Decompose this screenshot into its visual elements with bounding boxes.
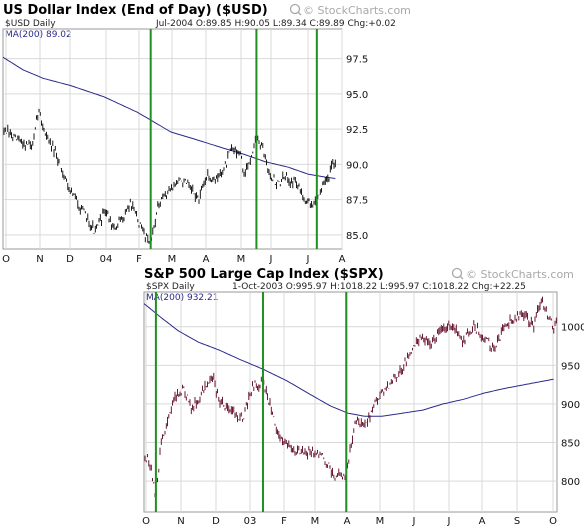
spx-series-label: $SPX Daily	[146, 282, 195, 292]
usd-x-tick-label: O	[2, 254, 10, 265]
usd-series-label: $USD Daily	[5, 19, 56, 29]
usd-chart: US Dollar Index (End of Day) ($USD) © St…	[2, 3, 411, 265]
usd-x-tick-label: D	[66, 254, 74, 265]
spx-x-tick-label: O	[142, 516, 150, 527]
usd-x-axis: O N D 04 F M A M J J A	[2, 254, 346, 265]
spx-x-axis: O N D 03 F M A M J J A S O	[142, 516, 557, 527]
spx-x-tick-label: O	[549, 516, 557, 527]
usd-y-tick-label: 92.5	[346, 125, 368, 136]
spx-ma-line	[143, 303, 554, 417]
spx-y-tick-label: 800	[561, 477, 580, 488]
spx-x-tick-label: 03	[244, 516, 257, 527]
usd-ma-label: MA(200) 89.02	[5, 30, 72, 40]
usd-y-tick-label: 97.5	[346, 55, 368, 66]
spx-watermark: © StockCharts.com	[466, 268, 574, 281]
spx-marks	[143, 292, 557, 512]
spx-y-tick-label: 1000	[561, 323, 584, 334]
usd-x-tick-label: M	[168, 254, 177, 265]
usd-x-tick-label: A	[339, 254, 346, 265]
usd-watermark: © StockCharts.com	[303, 4, 411, 17]
spx-watermark-logo	[451, 267, 464, 280]
spx-y-axis: 800 850 900 950 1000	[561, 323, 584, 488]
usd-y-axis: 85.0 87.5 90.0 92.5 95.0 97.5	[346, 55, 368, 242]
spx-ma-label: MA(200) 932.21	[146, 293, 218, 303]
spx-x-tick-label: S	[514, 516, 520, 527]
usd-marks	[2, 29, 336, 249]
spx-x-tick-label: A	[344, 516, 351, 527]
spx-x-tick-label: J	[412, 516, 416, 527]
spx-y-tick-label: 950	[561, 361, 580, 372]
usd-title: US Dollar Index (End of Day) ($USD)	[3, 3, 268, 18]
spx-y-tick-label: 850	[561, 439, 580, 450]
usd-y-tick-label: 85.0	[346, 231, 368, 242]
spx-x-tick-label: J	[447, 516, 451, 527]
spx-y-tick-label: 900	[561, 400, 580, 411]
spx-chart: S&P 500 Large Cap Index ($SPX) © StockCh…	[142, 267, 584, 527]
spx-plot-frame	[143, 291, 558, 513]
usd-x-tick-label: J	[269, 254, 273, 265]
usd-gridlines	[3, 29, 343, 249]
spx-title: S&P 500 Large Cap Index ($SPX)	[144, 267, 384, 282]
spx-x-tick-label: N	[177, 516, 184, 527]
spx-gridlines	[144, 292, 557, 512]
spx-x-tick-label: M	[311, 516, 320, 527]
spx-x-tick-label: M	[376, 516, 385, 527]
usd-x-tick-label: N	[36, 254, 43, 265]
usd-x-tick-label: 04	[100, 254, 113, 265]
spx-x-tick-label: F	[281, 516, 287, 527]
usd-y-tick-label: 90.0	[346, 160, 368, 171]
usd-x-tick-label: J	[306, 254, 310, 265]
usd-y-tick-label: 95.0	[346, 90, 368, 101]
spx-backdrop	[141, 264, 584, 527]
usd-info-line: Jul-2004 O:89.85 H:90.05 L:89.34 C:89.89…	[155, 19, 396, 29]
spx-x-tick-label: D	[212, 516, 220, 527]
usd-y-tick-label: 87.5	[346, 196, 368, 207]
usd-x-tick-label: A	[203, 254, 210, 265]
usd-x-tick-label: F	[136, 254, 142, 265]
spx-info-line: 1-Oct-2003 O:995.97 H:1018.22 L:995.97 C…	[232, 282, 526, 292]
usd-ma-line	[2, 56, 336, 179]
usd-watermark-logo	[289, 3, 302, 16]
usd-x-tick-label: M	[237, 254, 246, 265]
spx-x-tick-label: A	[479, 516, 486, 527]
